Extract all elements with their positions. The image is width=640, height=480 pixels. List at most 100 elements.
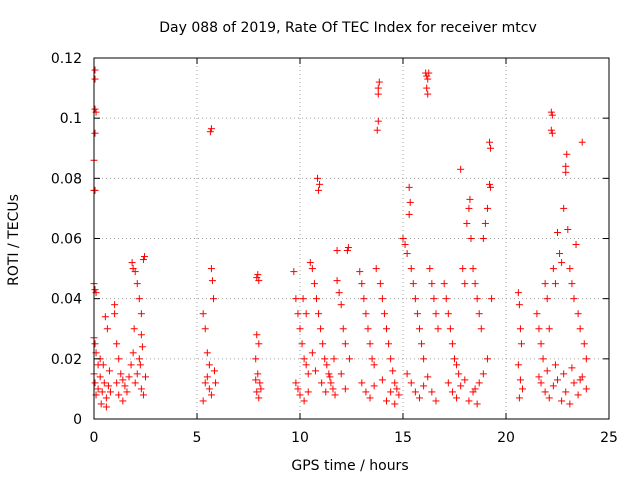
data-point	[111, 301, 119, 309]
data-point	[411, 295, 419, 303]
data-point	[139, 256, 147, 264]
data-point	[428, 388, 436, 396]
data-point	[91, 105, 99, 113]
y-tick-label: 0.06	[51, 232, 82, 248]
data-point	[140, 253, 148, 261]
data-point	[487, 144, 495, 152]
data-point	[570, 379, 578, 387]
data-point	[337, 370, 345, 378]
data-point	[105, 367, 113, 375]
data-point	[360, 295, 368, 303]
data-point	[558, 397, 566, 405]
data-point	[461, 376, 469, 384]
data-point	[391, 400, 399, 408]
data-point	[131, 379, 139, 387]
data-point	[465, 204, 473, 212]
data-point	[444, 310, 452, 318]
grid	[94, 58, 609, 419]
data-point	[300, 397, 308, 405]
data-point	[310, 280, 318, 288]
data-point	[378, 376, 386, 384]
data-point	[424, 373, 432, 381]
data-point	[539, 355, 547, 363]
data-point	[306, 259, 314, 267]
data-point	[370, 361, 378, 369]
data-point	[199, 310, 207, 318]
data-point	[409, 280, 417, 288]
data-point	[374, 117, 382, 125]
data-point	[380, 310, 388, 318]
data-point	[91, 129, 99, 137]
data-point	[102, 394, 110, 402]
data-point	[315, 310, 323, 318]
data-point	[333, 247, 341, 255]
data-point	[453, 361, 461, 369]
data-point	[125, 373, 133, 381]
data-point	[471, 280, 479, 288]
data-point	[582, 355, 590, 363]
data-point	[91, 379, 99, 387]
data-point	[137, 331, 145, 339]
data-point	[543, 295, 551, 303]
data-point	[420, 382, 428, 390]
data-point	[372, 265, 380, 273]
data-point	[117, 370, 125, 378]
data-point	[564, 225, 572, 233]
data-point	[407, 265, 415, 273]
data-point	[549, 382, 557, 390]
data-point	[405, 210, 413, 218]
data-point	[366, 340, 374, 348]
data-point	[91, 66, 99, 74]
data-point	[514, 361, 522, 369]
data-point	[294, 310, 302, 318]
data-point	[142, 373, 149, 381]
data-point	[91, 340, 99, 348]
data-point	[378, 295, 386, 303]
data-point	[376, 280, 384, 288]
data-point	[537, 379, 545, 387]
data-point	[475, 379, 483, 387]
data-point	[517, 340, 525, 348]
data-point	[572, 241, 580, 249]
data-point	[479, 235, 487, 242]
data-point	[103, 325, 111, 333]
data-point	[91, 75, 99, 83]
data-point	[257, 385, 265, 393]
data-point	[469, 265, 477, 273]
data-point	[451, 355, 458, 363]
plot-points	[90, 66, 590, 411]
data-point	[121, 382, 129, 390]
data-point	[329, 385, 337, 393]
data-point	[551, 361, 559, 369]
data-point	[139, 391, 147, 399]
y-tick-label: 0.12	[51, 51, 82, 67]
data-point	[562, 168, 570, 176]
data-point	[432, 397, 440, 405]
data-point	[113, 379, 121, 387]
data-point	[426, 265, 434, 273]
data-point	[130, 325, 138, 333]
data-point	[209, 295, 217, 303]
data-point	[115, 355, 123, 363]
data-point	[356, 268, 364, 276]
data-point	[455, 370, 463, 378]
x-tick-label: 15	[394, 430, 412, 446]
x-tick-label: 5	[193, 430, 202, 446]
data-point	[545, 325, 553, 333]
data-point	[136, 361, 144, 369]
data-point	[212, 379, 220, 387]
data-point	[448, 340, 456, 348]
data-point	[405, 183, 413, 191]
data-point	[535, 325, 543, 333]
data-point	[298, 340, 306, 348]
data-point	[201, 325, 209, 333]
data-point	[337, 301, 345, 309]
x-axis: 0 5 10 15 20 25	[90, 58, 618, 446]
data-point	[304, 370, 312, 378]
data-point	[255, 277, 263, 285]
data-point	[547, 126, 555, 134]
data-point	[123, 388, 131, 396]
data-point	[207, 125, 215, 133]
data-point	[582, 385, 590, 393]
y-axis-label: ROTI / TECUs	[6, 194, 22, 286]
